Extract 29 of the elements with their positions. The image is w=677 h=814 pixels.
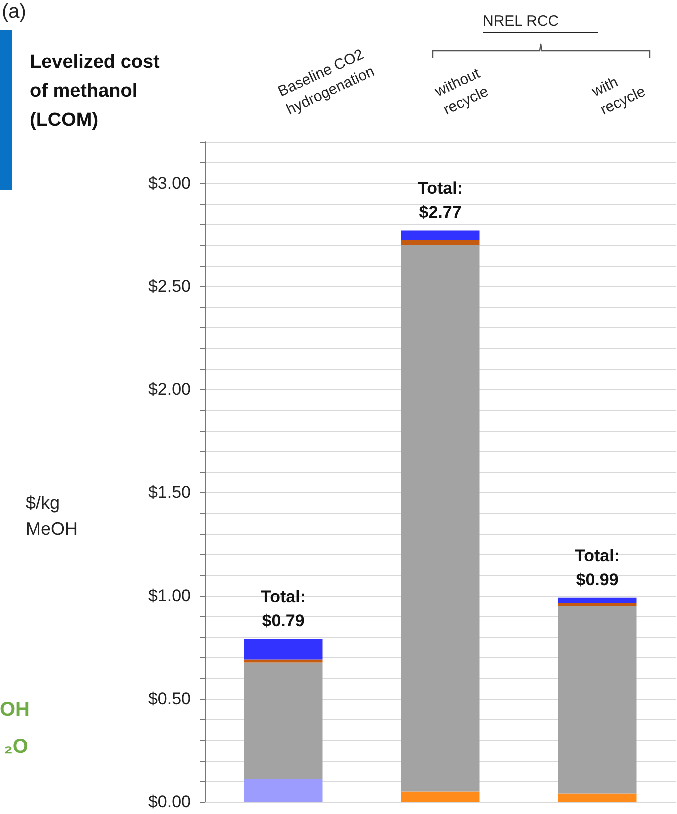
chart-title: Levelized cost of methanol (LCOM) [30,52,161,131]
bar [401,245,480,792]
y-tick-label: $0.50 [148,689,191,708]
bar [558,598,637,603]
bar [558,606,637,794]
y-tick-label: $1.50 [148,483,191,502]
bar [558,794,637,802]
y-tick-label: $2.50 [148,276,191,296]
bar [401,240,480,246]
text: NREL RCC [483,13,560,30]
total-label: Total: $0.99 [574,546,620,590]
text: ₂O [4,736,28,758]
text: (a) [2,1,26,23]
y-tick-label: $3.00 [148,174,191,193]
bar [401,230,480,240]
y-axis-title: $/kg MeOH [26,493,78,539]
total-label: Total: $0.79 [260,588,306,631]
bar [244,639,323,660]
bar [244,662,323,780]
y-tick-label: $1.00 [148,586,191,606]
text: OH [0,699,30,721]
bar [244,660,323,663]
total-label: Total: $2.77 [418,179,464,222]
bar [244,779,323,802]
y-tick-label: $2.00 [148,380,191,399]
bar [558,602,637,606]
bar [401,792,480,802]
y-tick-label: $0.00 [148,792,191,812]
x-tick-label: with recycle [588,74,648,119]
